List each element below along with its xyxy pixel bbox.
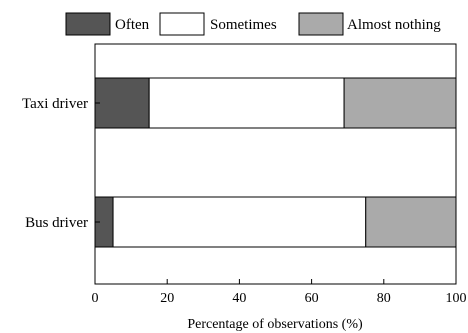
y-tick-label: Bus driver xyxy=(25,215,88,231)
x-tick-label: 20 xyxy=(160,291,174,306)
y-tick-label: Taxi driver xyxy=(22,96,88,112)
x-tick-label: 0 xyxy=(92,291,99,306)
legend-label-sometimes: Sometimes xyxy=(210,17,277,33)
legend-label-almost-nothing: Almost nothing xyxy=(347,17,441,33)
x-tick-label: 80 xyxy=(377,291,391,306)
legend-swatch-often xyxy=(65,12,111,36)
plot-frame xyxy=(94,43,457,285)
bars xyxy=(94,77,457,248)
x-axis: 0 20 40 60 80 100 xyxy=(92,279,467,306)
legend-swatch-almost-nothing xyxy=(298,12,344,36)
bar-bus-driver-sometimes xyxy=(112,196,367,248)
bar-bus-driver-almost-nothing xyxy=(365,196,457,248)
bar-taxi-driver-almost-nothing xyxy=(343,77,457,129)
x-tick-label: 100 xyxy=(446,291,467,306)
x-tick-label: 40 xyxy=(232,291,246,306)
y-axis: Taxi driver Bus driver xyxy=(22,96,100,231)
x-axis-label: Percentage of observations (%) xyxy=(187,317,363,332)
bar-taxi-driver-often xyxy=(94,77,150,129)
x-tick-label: 60 xyxy=(305,291,319,306)
legend-label-often: Often xyxy=(115,17,150,33)
legend-swatch-sometimes xyxy=(159,12,205,36)
legend: Often Sometimes Almost nothing xyxy=(65,12,441,36)
bar-taxi-driver-sometimes xyxy=(148,77,345,129)
